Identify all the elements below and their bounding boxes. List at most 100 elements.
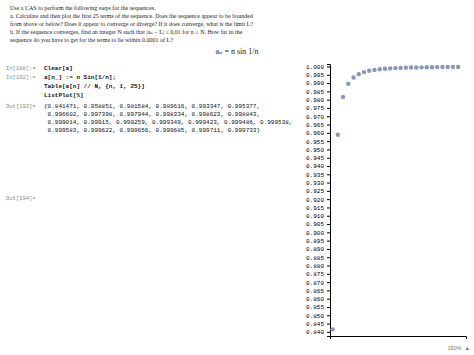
point	[425, 65, 429, 69]
y-tick: 0.975	[306, 105, 330, 112]
y-tick-mark	[327, 332, 330, 333]
y-tick: 0.980	[306, 97, 330, 104]
y-tick-label: 0.915	[306, 205, 324, 212]
point	[330, 327, 334, 331]
y-tick: 0.855	[306, 304, 330, 311]
annotation: 0.999014, 0.99915, 0.999259, 0.999349, 0…	[44, 119, 292, 126]
annotation: Clear[a]	[44, 65, 73, 72]
y-tick: 0.990	[306, 80, 330, 87]
y-tick: 0.875	[306, 271, 330, 278]
y-tick-label: 0.975	[306, 105, 324, 112]
y-tick: 0.935	[306, 172, 330, 179]
y-tick: 0.955	[306, 139, 330, 146]
point	[456, 65, 460, 69]
y-tick-label: 0.910	[306, 213, 324, 220]
y-tick-label: 0.980	[306, 97, 324, 104]
y-tick-label: 0.900	[306, 230, 324, 237]
y-tick-label: 0.870	[306, 280, 324, 287]
y-tick: 0.915	[306, 205, 330, 212]
point	[440, 65, 444, 69]
annotation: In[192]:=	[6, 74, 36, 81]
y-tick-mark	[327, 108, 330, 109]
y-tick: 0.900	[306, 230, 330, 237]
y-tick-label: 0.865	[306, 288, 324, 295]
y-tick-label: 0.985	[306, 89, 324, 96]
chart: Use a CAS to perform the following steps…	[0, 0, 474, 355]
y-tick: 0.885	[306, 255, 330, 262]
y-tick-mark	[327, 274, 330, 275]
annotation: 0.996602, 0.997398, 0.997944, 0.998334, …	[44, 111, 260, 118]
y-tick-mark	[327, 290, 330, 291]
y-tick-label: 0.970	[306, 114, 324, 121]
y-tick-mark	[327, 75, 330, 76]
annotation: Use a CAS to perform the following steps…	[10, 5, 156, 11]
y-tick-label: 0.995	[306, 72, 324, 79]
annotation: ListPlot[%]	[44, 92, 84, 99]
point	[445, 65, 449, 69]
y-tick: 0.890	[306, 246, 330, 253]
point	[351, 75, 355, 79]
y-tick-mark	[327, 232, 330, 233]
y-tick-mark	[327, 207, 330, 208]
y-tick: 0.910	[306, 213, 330, 220]
annotation: from above or below? Does it appear to c…	[10, 21, 253, 27]
y-tick-mark	[327, 266, 330, 267]
point	[388, 66, 392, 70]
point	[393, 66, 397, 70]
point	[435, 65, 439, 69]
y-tick-label: 0.860	[306, 296, 324, 303]
y-tick-label: 0.905	[306, 221, 324, 228]
y-tick-mark	[327, 199, 330, 200]
y-tick-label: 0.990	[306, 80, 324, 87]
y-tick-mark	[327, 224, 330, 225]
y-tick-label: 0.885	[306, 255, 324, 262]
y-tick: 0.880	[306, 263, 330, 270]
y-tick: 0.920	[306, 197, 330, 204]
annotation: Out[194]=	[6, 195, 36, 202]
y-tick-label: 0.940	[306, 163, 324, 170]
annotation: {0.841471, 0.958851, 0.981584, 0.989616,…	[44, 103, 260, 110]
annotation: b. If the sequence converges, find an in…	[10, 29, 243, 35]
y-tick-label: 0.960	[306, 130, 324, 137]
y-tick-label: 0.925	[306, 188, 324, 195]
y-tick: 0.845	[306, 321, 330, 328]
y-tick: 0.985	[306, 89, 330, 96]
y-tick: 0.895	[306, 238, 330, 245]
y-tick: 0.950	[306, 147, 330, 154]
y-tick: 0.940	[306, 163, 330, 170]
y-tick-mark	[327, 324, 330, 325]
point	[367, 69, 371, 73]
y-tick: 0.865	[306, 288, 330, 295]
y-tick: 0.945	[306, 155, 330, 162]
point	[409, 65, 413, 69]
y-tick-mark	[327, 116, 330, 117]
annotations: Use a CAS to perform the following steps…	[6, 5, 470, 351]
y-tick: 0.960	[306, 130, 330, 137]
annotation: sequence do you have to get for the term…	[10, 37, 173, 43]
y-tick-mark	[327, 158, 330, 159]
point	[451, 65, 455, 69]
y-tick-label: 0.845	[306, 321, 324, 328]
point	[346, 82, 350, 86]
y-tick-mark	[327, 249, 330, 250]
y-tick-mark	[327, 100, 330, 101]
y-tick-mark	[327, 241, 330, 242]
annotation: aₙ = n sin 1/n	[215, 47, 258, 56]
point	[377, 67, 381, 71]
annotation: a[n_] := n Sin[1/n];	[44, 74, 116, 81]
y-tick: 0.970	[306, 114, 330, 121]
y-tick-mark	[327, 216, 330, 217]
y-tick: 0.850	[306, 313, 330, 320]
annotation: a. Calculate and then plot the first 25 …	[10, 13, 253, 19]
y-tick-mark	[327, 83, 330, 84]
y-tick-mark	[327, 299, 330, 300]
point	[357, 72, 361, 76]
y-tick: 0.870	[306, 280, 330, 287]
point	[336, 133, 340, 137]
y-tick-label: 0.850	[306, 313, 324, 320]
y-tick: 0.965	[306, 122, 330, 129]
point	[419, 65, 423, 69]
y-tick: 0.905	[306, 221, 330, 228]
y-tick-label: 0.855	[306, 304, 324, 311]
y-tick-label: 0.920	[306, 197, 324, 204]
